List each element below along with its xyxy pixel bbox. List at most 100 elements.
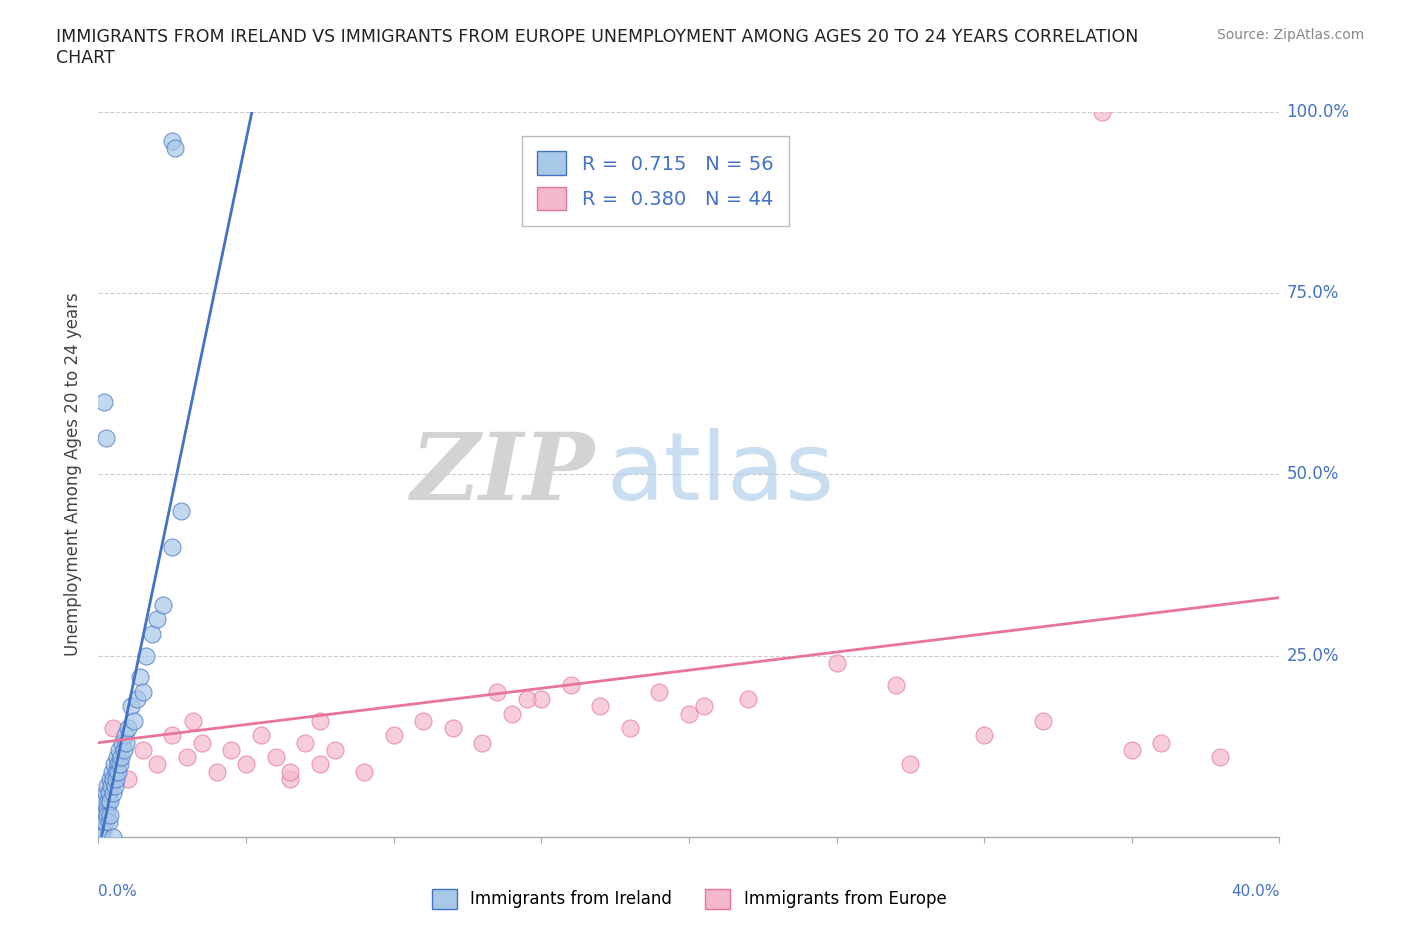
Point [264,750,287,764]
Point [441,721,464,736]
Point [973,728,995,743]
Point [1032,713,1054,728]
Point [94,815,117,830]
Point [146,612,169,627]
Point [165,140,187,155]
Point [235,757,257,772]
Point [98,793,121,808]
Point [250,728,273,743]
Point [486,684,509,699]
Point [91,815,114,830]
Point [128,670,150,684]
Text: Source: ZipAtlas.com: Source: ZipAtlas.com [1216,28,1364,42]
Point [114,728,136,743]
Point [309,757,332,772]
Point [323,742,346,757]
Text: 0.0%: 0.0% [98,884,138,898]
Point [120,699,142,714]
Point [900,757,922,772]
Point [122,713,145,728]
Point [104,764,127,779]
Text: 50.0%: 50.0% [1286,465,1339,484]
Point [219,742,243,757]
Point [98,772,121,787]
Point [353,764,375,779]
Point [884,677,907,692]
Point [107,757,129,772]
Point [132,742,155,757]
Point [93,793,115,808]
Point [471,736,494,751]
Point [94,431,117,445]
Point [96,778,118,793]
Point [91,801,114,816]
Point [93,394,115,409]
Point [112,742,135,757]
Point [589,699,612,714]
Point [108,757,131,772]
Point [560,677,582,692]
Point [146,757,169,772]
Point [294,736,316,751]
Point [100,778,122,793]
Point [110,750,132,764]
Point [162,728,183,743]
Point [104,778,127,793]
Point [737,692,759,707]
Text: 25.0%: 25.0% [1286,646,1339,665]
Point [648,684,671,699]
Point [105,750,128,764]
Point [678,706,700,721]
Point [93,808,115,823]
Point [1091,104,1114,119]
Text: ZIP: ZIP [411,430,595,519]
Point [115,736,138,751]
Point [103,772,125,787]
Point [693,699,716,714]
Text: atlas: atlas [606,429,835,520]
Point [125,692,148,707]
Point [107,764,129,779]
Point [309,713,332,728]
Point [1121,742,1143,757]
Point [1150,736,1173,751]
Text: 40.0%: 40.0% [1232,884,1279,898]
Point [176,750,198,764]
Point [382,728,405,743]
Point [89,815,111,830]
Point [516,692,538,707]
Point [97,786,120,801]
Point [181,713,204,728]
Point [530,692,553,707]
Point [101,786,124,801]
Point [97,793,120,808]
Point [132,684,155,699]
Point [105,772,128,787]
Point [162,133,183,148]
Point [100,764,122,779]
Point [412,713,434,728]
Point [96,808,118,823]
Text: 75.0%: 75.0% [1286,284,1339,302]
Point [90,830,112,844]
Point [98,808,121,823]
Text: IMMIGRANTS FROM IRELAND VS IMMIGRANTS FROM EUROPE UNEMPLOYMENT AMONG AGES 20 TO : IMMIGRANTS FROM IRELAND VS IMMIGRANTS FR… [56,28,1139,67]
Point [97,815,120,830]
Point [103,757,125,772]
Point [205,764,228,779]
Point [141,627,163,642]
Point [96,801,118,816]
Point [91,822,114,837]
Point [278,772,302,787]
Legend: Immigrants from Ireland, Immigrants from Europe: Immigrants from Ireland, Immigrants from… [425,882,953,916]
Point [191,736,214,751]
Point [825,656,848,671]
Y-axis label: Unemployment Among Ages 20 to 24 years: Unemployment Among Ages 20 to 24 years [65,292,83,657]
Point [162,539,183,554]
Point [103,830,125,844]
Point [105,844,128,859]
Point [103,721,125,736]
Point [135,648,157,663]
Point [501,706,523,721]
Point [619,721,641,736]
